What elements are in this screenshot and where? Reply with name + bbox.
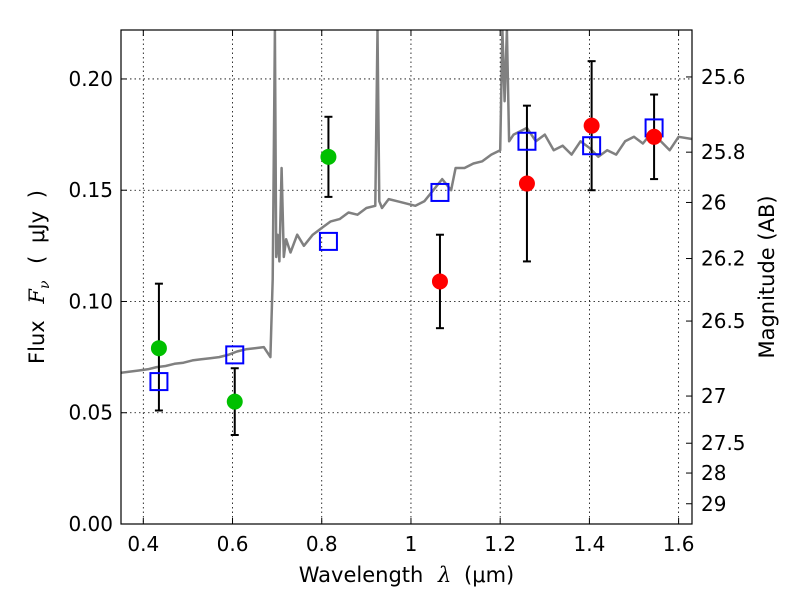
y-tick-label: 0.00: [68, 512, 113, 536]
x-tick-label: 1.6: [663, 532, 695, 556]
photometry-point: [583, 117, 600, 134]
y-tick-label: 0.20: [68, 67, 113, 91]
model-square: [517, 131, 537, 151]
x-tick-label: 1: [405, 532, 418, 556]
x-tick-label: 1.4: [573, 532, 605, 556]
y2-tick-label: 27: [701, 384, 726, 408]
model-square: [149, 372, 169, 392]
error-bars: [154, 60, 659, 436]
photometry-point: [150, 340, 167, 357]
y-tick-label: 0.05: [68, 401, 113, 425]
spectrum-line: [121, 30, 692, 374]
model-square: [318, 231, 338, 251]
y2-tick-label: 25.8: [701, 140, 746, 164]
photometry-point: [226, 393, 243, 410]
photometry-point: [320, 148, 337, 165]
y2-tick-label: 26: [701, 190, 726, 214]
x-tick-label: 1.2: [484, 532, 516, 556]
x-tick-label: 0.6: [217, 532, 249, 556]
right-axis-label: Magnitude (AB): [755, 195, 779, 358]
photometry-point: [646, 128, 663, 145]
x-tick-label: 0.4: [127, 532, 159, 556]
y2-tick-label: 25.6: [701, 65, 746, 89]
plot-frame: [120, 29, 693, 525]
photometry-point: [518, 175, 535, 192]
model-square: [225, 345, 245, 365]
y2-tick-label: 27.5: [701, 431, 746, 455]
x-axis-label: Wavelength λ (μm): [299, 563, 515, 587]
model-square: [430, 182, 450, 202]
spectrum-series: [121, 30, 692, 374]
x-tick-label: 0.8: [306, 532, 338, 556]
y-tick-label: 0.10: [68, 289, 113, 313]
y2-tick-label: 28: [701, 461, 726, 485]
y2-tick-label: 29: [701, 492, 726, 516]
y2-tick-label: 26.5: [701, 309, 746, 333]
photometry-points: [150, 117, 663, 410]
y2-tick-label: 26.2: [701, 247, 746, 271]
y-axis-label: Flux Fν ( μJy ): [25, 190, 54, 364]
y-tick-label: 0.15: [68, 178, 113, 202]
grid: [121, 30, 692, 524]
model-square: [582, 136, 602, 156]
photometry-point: [431, 273, 448, 290]
ticks: 0.4 0.6 0.8 1 1.2 1.4 1.6 0.00 0.05 0.10 0.15 0.20 2…: [68, 30, 746, 556]
model-points: [149, 118, 664, 392]
